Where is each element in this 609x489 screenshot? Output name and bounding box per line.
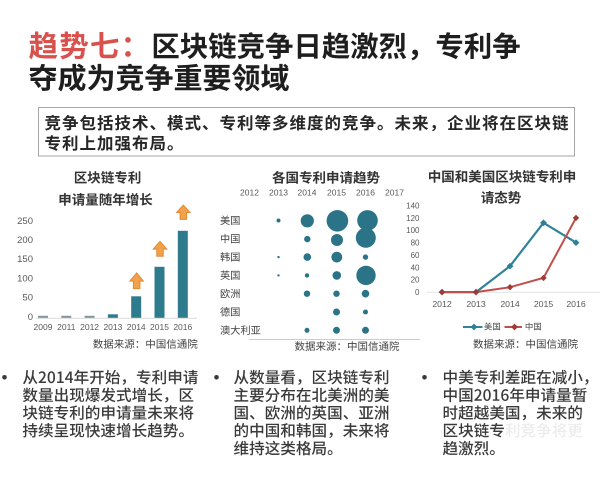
svg-text:2011: 2011 bbox=[57, 322, 76, 332]
svg-text:2016: 2016 bbox=[356, 188, 375, 198]
svg-text:0: 0 bbox=[415, 288, 420, 297]
svg-text:2014: 2014 bbox=[500, 299, 519, 309]
svg-text:2014: 2014 bbox=[127, 322, 146, 332]
svg-text:2015: 2015 bbox=[327, 188, 346, 198]
svg-text:40: 40 bbox=[411, 263, 420, 272]
svg-text:0: 0 bbox=[28, 312, 33, 323]
svg-text:2012: 2012 bbox=[80, 322, 99, 332]
svg-text:200: 200 bbox=[17, 235, 33, 246]
svg-text:100: 100 bbox=[17, 273, 33, 284]
svg-text:2015: 2015 bbox=[150, 322, 169, 332]
svg-text:2016: 2016 bbox=[566, 299, 585, 309]
svg-text:140: 140 bbox=[406, 201, 420, 210]
svg-text:2013: 2013 bbox=[269, 188, 288, 198]
svg-text:2012: 2012 bbox=[240, 188, 259, 198]
svg-text:20: 20 bbox=[411, 276, 420, 285]
svg-text:150: 150 bbox=[17, 254, 33, 265]
svg-text:2014: 2014 bbox=[298, 188, 317, 198]
svg-text:2016: 2016 bbox=[173, 322, 192, 332]
svg-text:60: 60 bbox=[411, 251, 420, 260]
svg-text:50: 50 bbox=[22, 293, 33, 304]
svg-text:120: 120 bbox=[406, 214, 420, 223]
svg-text:2015: 2015 bbox=[534, 299, 553, 309]
svg-text:2009: 2009 bbox=[34, 322, 53, 332]
svg-text:2013: 2013 bbox=[466, 299, 485, 309]
svg-text:2013: 2013 bbox=[103, 322, 122, 332]
svg-text:80: 80 bbox=[411, 239, 420, 248]
svg-text:250: 250 bbox=[17, 216, 33, 227]
svg-text:100: 100 bbox=[406, 226, 420, 235]
svg-text:2017: 2017 bbox=[385, 188, 404, 198]
svg-text:2012: 2012 bbox=[432, 299, 451, 309]
